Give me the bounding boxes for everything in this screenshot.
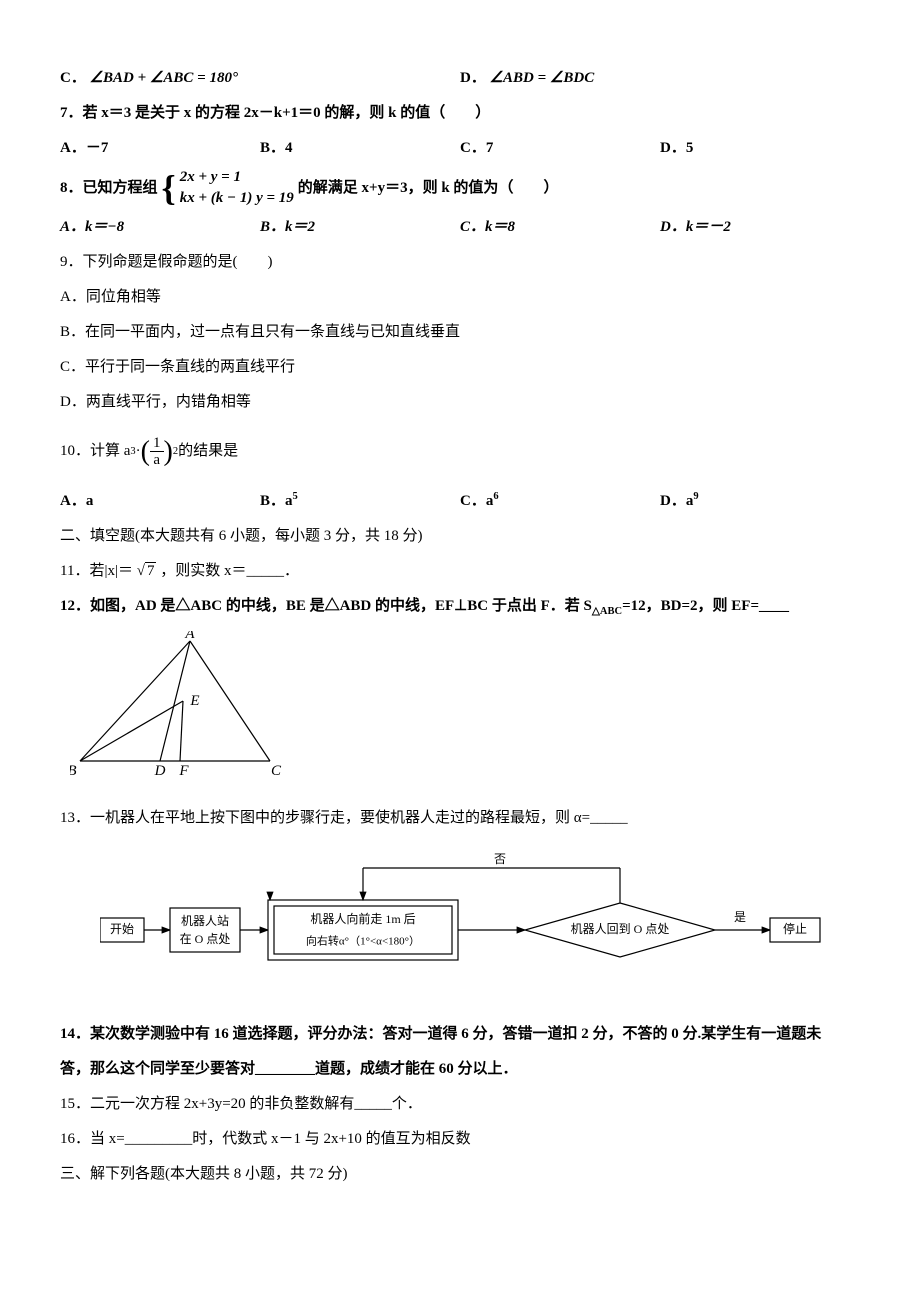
svg-text:是: 是 (734, 909, 746, 923)
q9-stem: 9．下列命题是假命题的是( ) (60, 246, 860, 279)
q8-option-b: B．k＝2 (260, 211, 460, 244)
svg-text:D: D (154, 763, 166, 779)
section-3-heading: 三、解下列各题(本大题共 8 小题，共 72 分) (60, 1158, 860, 1191)
flowchart-svg: 开始 机器人站在 O 点处 机器人向前走 1m 后向右转α°（1°<α<180°） 机… (100, 850, 860, 990)
svg-text:否: 否 (494, 851, 506, 865)
q10-option-a: A．a (60, 485, 260, 518)
svg-text:机器人回到 O 点处: 机器人回到 O 点处 (571, 921, 670, 935)
svg-text:E: E (189, 693, 199, 709)
q7-option-b: B．4 (260, 132, 460, 165)
q8-stem: 8．已知方程组 { 2x + y = 1 kx + (k − 1) y = 19… (60, 167, 860, 209)
q12: 12．如图，AD 是△ABC 的中线，BE 是△ABD 的中线，EF⊥BC 于点… (60, 590, 860, 623)
q11: 11．若|x|＝ √7 ，则实数 x＝_____． (60, 555, 860, 588)
q8-system: { 2x + y = 1 kx + (k − 1) y = 19 (162, 167, 294, 209)
q7-option-c: C．7 (460, 132, 660, 165)
sqrt-icon: √7 (137, 562, 157, 579)
q10-option-c: C．a6 (460, 485, 660, 518)
q8-options: A．k＝−8 B．k＝2 C．k＝8 D．k＝－2 (60, 211, 860, 244)
q10-fraction: 1 a (150, 435, 164, 469)
q9-option-b: B．在同一平面内，过一点有且只有一条直线与已知直线垂直 (60, 316, 860, 349)
q7-option-d: D．5 (660, 132, 860, 165)
q9-option-a: A．同位角相等 (60, 281, 860, 314)
q14-line1: 14．某次数学测验中有 16 道选择题，评分办法：答对一道得 6 分，答错一道扣… (60, 1018, 860, 1051)
q13-flowchart: 开始 机器人站在 O 点处 机器人向前走 1m 后向右转α°（1°<α<180°） 机… (100, 850, 860, 1003)
q7-option-a: A．－7 (60, 132, 260, 165)
q10-option-d: D．a9 (660, 485, 860, 518)
svg-text:A: A (184, 631, 195, 642)
svg-text:F: F (178, 763, 189, 779)
q8-option-d: D．k＝－2 (660, 211, 860, 244)
q7-options: A．－7 B．4 C．7 D．5 (60, 132, 860, 165)
q12-diagram: A B C DF E (70, 631, 860, 794)
q8-option-a: A．k＝−8 (60, 211, 260, 244)
q13: 13．一机器人在平地上按下图中的步骤行走，要使机器人走过的路程最短，则 α=__… (60, 802, 860, 835)
svg-text:向右转α°（1°<α<180°）: 向右转α°（1°<α<180°） (306, 933, 420, 947)
svg-text:机器人站: 机器人站 (181, 913, 229, 927)
q9-option-d: D．两直线平行，内错角相等 (60, 386, 860, 419)
q6-option-d: D． ∠ABD = ∠BDC (460, 62, 860, 95)
svg-text:C: C (271, 763, 282, 779)
triangle-svg: A B C DF E (70, 631, 290, 781)
svg-text:在 O 点处: 在 O 点处 (180, 931, 231, 945)
q9-option-c: C．平行于同一条直线的两直线平行 (60, 351, 860, 384)
q10-option-b: B．a5 (260, 485, 460, 518)
q16: 16．当 x=_________时，代数式 x－1 与 2x+10 的值互为相反… (60, 1123, 860, 1156)
q8-option-c: C．k＝8 (460, 211, 660, 244)
q15: 15．二元一次方程 2x+3y=20 的非负整数解有_____个． (60, 1088, 860, 1121)
q14-line2: 答，那么这个同学至少要答对________道题，成绩才能在 60 分以上． (60, 1053, 860, 1086)
svg-text:B: B (70, 763, 77, 779)
q6-options-cd: C． ∠BAD + ∠ABC = 180° D． ∠ABD = ∠BDC (60, 62, 860, 95)
svg-text:机器人向前走 1m 后: 机器人向前走 1m 后 (310, 910, 415, 925)
q7-stem: 7．若 x＝3 是关于 x 的方程 2x－k+1＝0 的解，则 k 的值（ ） (60, 97, 860, 130)
section-2-heading: 二、填空题(本大题共有 6 小题，每小题 3 分，共 18 分) (60, 520, 860, 553)
q10-stem: 10．计算 a3 · ( 1 a )2 的结果是 (60, 421, 860, 483)
svg-text:停止: 停止 (783, 920, 807, 935)
svg-text:开始: 开始 (110, 921, 134, 935)
q10-options: A．a B．a5 C．a6 D．a9 (60, 485, 860, 518)
q6-option-c: C． ∠BAD + ∠ABC = 180° (60, 62, 460, 95)
